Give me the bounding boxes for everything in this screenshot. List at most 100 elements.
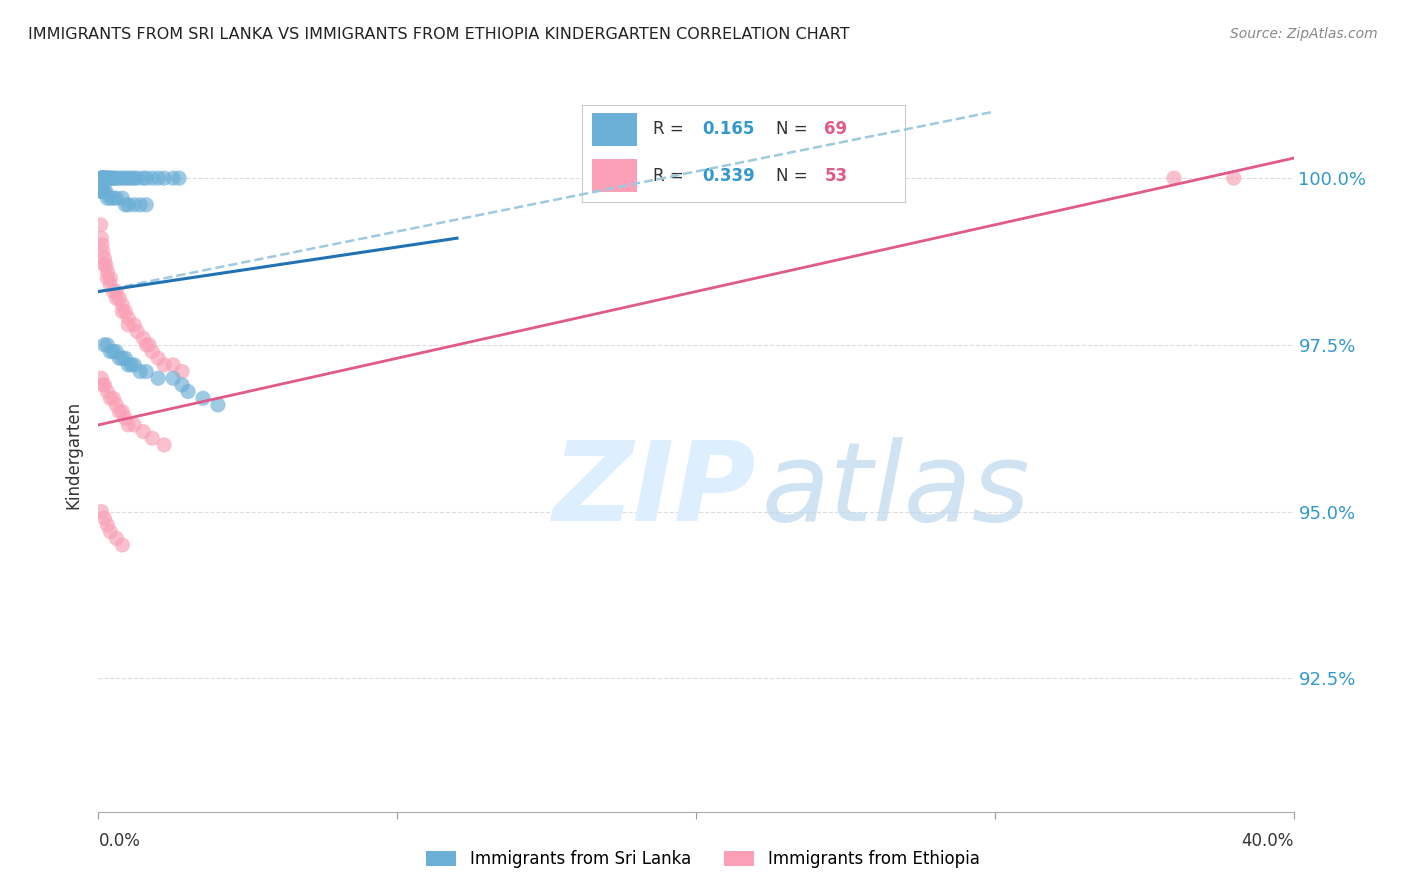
Point xyxy=(90,218,112,232)
Point xyxy=(100,271,122,285)
Point xyxy=(135,338,157,352)
Point xyxy=(111,191,134,205)
Point xyxy=(153,438,176,452)
Text: 0.0%: 0.0% xyxy=(98,831,141,850)
Point xyxy=(100,344,122,359)
Point xyxy=(91,185,114,199)
Point xyxy=(148,351,170,366)
Point xyxy=(127,325,149,339)
Point xyxy=(96,191,118,205)
Point xyxy=(105,531,128,545)
Point xyxy=(91,171,114,186)
Point xyxy=(172,377,194,392)
Legend: Immigrants from Sri Lanka, Immigrants from Ethiopia: Immigrants from Sri Lanka, Immigrants fr… xyxy=(420,844,986,875)
Point xyxy=(117,358,139,372)
Point xyxy=(162,171,184,186)
Point xyxy=(105,171,128,186)
Point xyxy=(91,171,114,186)
Point xyxy=(124,171,146,186)
Point xyxy=(93,338,115,352)
Point xyxy=(117,311,139,326)
Point xyxy=(1163,171,1185,186)
Point xyxy=(90,171,112,186)
Point xyxy=(124,198,146,212)
Point xyxy=(120,171,142,186)
Text: atlas: atlas xyxy=(762,437,1031,544)
Point xyxy=(108,351,131,366)
Point xyxy=(96,171,118,186)
Point xyxy=(93,171,115,186)
Point xyxy=(141,431,163,445)
Point xyxy=(96,264,118,278)
Point xyxy=(96,171,118,186)
Point xyxy=(93,171,115,186)
Point xyxy=(94,171,117,186)
Point xyxy=(100,277,122,292)
Point xyxy=(124,417,146,432)
Point xyxy=(162,358,184,372)
Point xyxy=(93,185,115,199)
Y-axis label: Kindergarten: Kindergarten xyxy=(65,401,83,509)
Point xyxy=(93,251,115,265)
Point xyxy=(93,171,115,186)
Point xyxy=(111,404,134,418)
Point xyxy=(108,291,131,305)
Point xyxy=(96,518,118,533)
Point xyxy=(162,371,184,385)
Point xyxy=(96,271,118,285)
Point xyxy=(105,344,128,359)
Point xyxy=(90,185,112,199)
Point xyxy=(148,171,170,186)
Point xyxy=(111,304,134,318)
Point xyxy=(117,171,139,186)
Point xyxy=(94,258,117,272)
Point xyxy=(94,185,117,199)
Point xyxy=(114,198,136,212)
Point xyxy=(96,384,118,399)
Point xyxy=(108,404,131,418)
Text: Source: ZipAtlas.com: Source: ZipAtlas.com xyxy=(1230,27,1378,41)
Point xyxy=(129,365,152,379)
Point xyxy=(105,191,128,205)
Point xyxy=(172,365,194,379)
Point xyxy=(153,171,176,186)
Point xyxy=(103,171,125,186)
Point xyxy=(103,171,125,186)
Point xyxy=(100,171,122,186)
Point xyxy=(91,185,114,199)
Point xyxy=(191,391,214,405)
Point xyxy=(90,171,112,186)
Point xyxy=(96,338,118,352)
Point xyxy=(127,171,149,186)
Point xyxy=(148,371,170,385)
Point xyxy=(90,505,112,519)
Point xyxy=(93,377,115,392)
Point xyxy=(117,417,139,432)
Point xyxy=(100,524,122,539)
Point xyxy=(100,391,122,405)
Point xyxy=(135,198,157,212)
Point xyxy=(91,237,114,252)
Text: ZIP: ZIP xyxy=(553,437,756,544)
Point xyxy=(114,411,136,425)
Point xyxy=(103,285,125,299)
Point xyxy=(124,358,146,372)
Text: 40.0%: 40.0% xyxy=(1241,831,1294,850)
Point xyxy=(93,258,115,272)
Point xyxy=(93,171,115,186)
Point xyxy=(132,171,155,186)
Point xyxy=(94,171,117,186)
Point xyxy=(103,191,125,205)
Point xyxy=(90,231,112,245)
Point xyxy=(124,318,146,332)
Point xyxy=(111,298,134,312)
Point xyxy=(135,365,157,379)
Point xyxy=(90,371,112,385)
Point xyxy=(103,344,125,359)
Point xyxy=(91,171,114,186)
Point xyxy=(1223,171,1246,186)
Point xyxy=(141,344,163,359)
Point xyxy=(111,171,134,186)
Point xyxy=(114,304,136,318)
Point xyxy=(141,171,163,186)
